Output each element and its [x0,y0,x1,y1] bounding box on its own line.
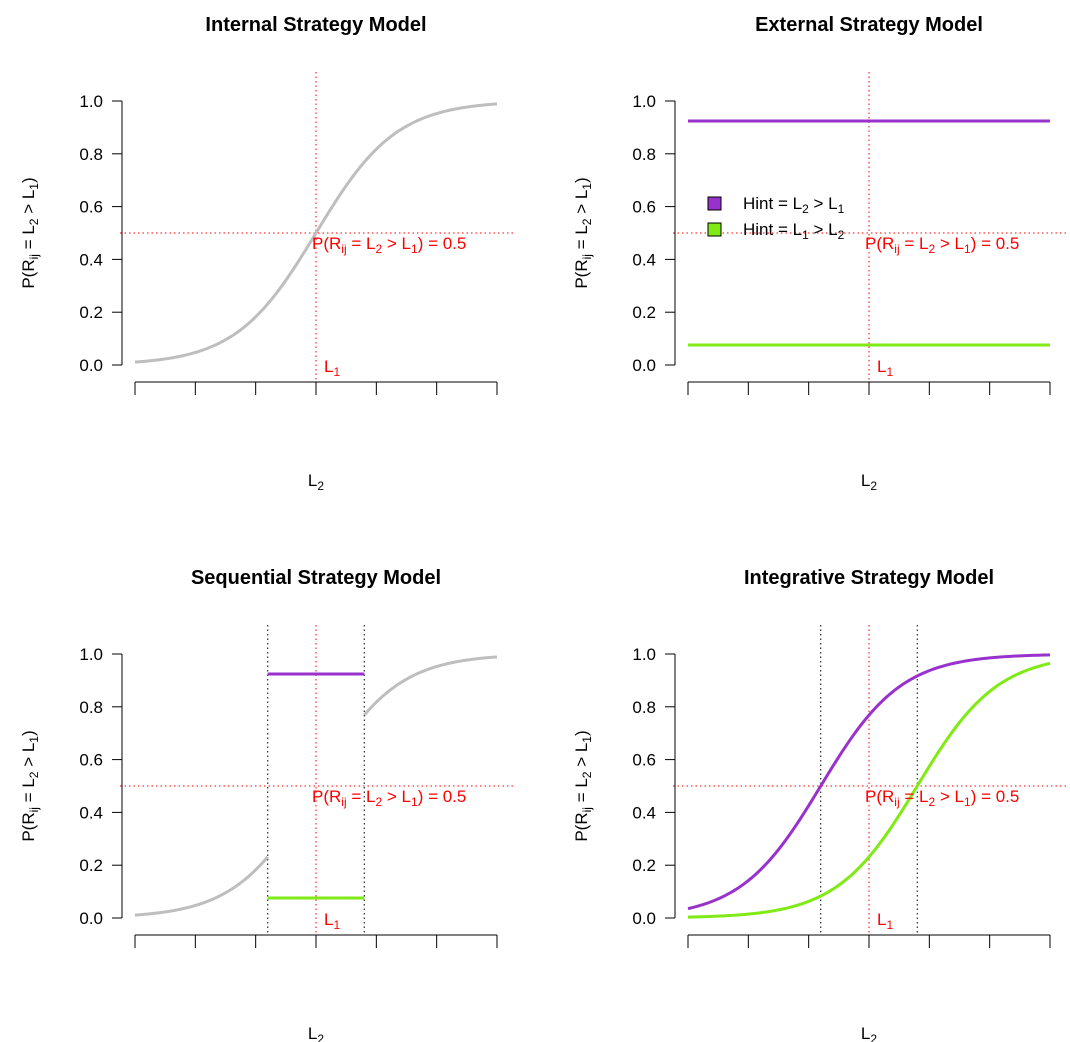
y-tick-label: 0.2 [632,303,656,322]
y-tick-label: 0.6 [632,751,656,770]
legend-swatch [707,222,722,237]
y-tick-label: 0.4 [632,803,656,822]
series-line-internal [134,855,269,917]
y-tick-label: 0.0 [632,909,656,928]
chart-panel-1: Internal Strategy Model 0.0 0.2 0.4 0.6 0.8 1.… [19,14,514,493]
x-axis-label: L2 [308,471,324,493]
chart-panel-4: Integrative Strategy Model 0.0 0.2 0.4 0.6 0.… [572,567,1067,1042]
y-tick-label: 1.0 [632,645,656,664]
y-tick-label: 0.8 [79,145,103,164]
series-line-internal [134,102,498,364]
y-tick-label: 0.8 [632,145,656,164]
y-tick-label: 0.8 [79,698,103,717]
series-line-internal [363,655,498,717]
y-tick-label: 1.0 [79,92,103,111]
chart-title: Integrative Strategy Model [744,567,994,589]
x-axis-label: L2 [308,1024,324,1042]
l1-label: L1 [877,910,893,932]
l1-label: L1 [324,357,340,379]
threshold-label: P(Rij = L2 > L1) = 0.5 [865,234,1019,256]
y-tick-label: 0.2 [632,856,656,875]
y-tick-label: 0.4 [79,250,103,269]
chart-panel-2: External Strategy Model 0.0 0.2 0.4 0.6 0.8 1.… [572,14,1067,493]
y-axis-label: P(Rij = L2 > L1) [572,177,594,288]
x-axis-label: L2 [861,471,877,493]
y-axis-label: P(Rij = L2 > L1) [19,177,41,288]
y-tick-label: 0.4 [79,803,103,822]
y-tick-label: 0.6 [79,198,103,217]
threshold-label: P(Rij = L2 > L1) = 0.5 [312,234,466,256]
chart-title: External Strategy Model [755,14,983,36]
chart-title: Internal Strategy Model [205,14,426,36]
chart-title: Sequential Strategy Model [191,567,441,589]
y-tick-label: 0.6 [79,751,103,770]
threshold-label: P(Rij = L2 > L1) = 0.5 [865,787,1019,809]
y-axis-label: P(Rij = L2 > L1) [19,730,41,841]
y-tick-label: 0.8 [632,698,656,717]
y-tick-label: 0.0 [632,356,656,375]
series-line-hint_l2 [687,653,1051,911]
chart-panel-3: Sequential Strategy Model 0.0 0.2 0.4 0.6 0.8… [19,567,514,1042]
y-tick-label: 1.0 [79,645,103,664]
y-tick-label: 0.2 [79,303,103,322]
legend-entry: Hint = L1 > L2 [743,220,845,242]
threshold-label: P(Rij = L2 > L1) = 0.5 [312,787,466,809]
legend: Hint = L2 > L1 Hint = L1 > L2 [707,194,845,242]
y-tick-label: 0.6 [632,198,656,217]
y-tick-label: 0.4 [632,250,656,269]
y-axis-label: P(Rij = L2 > L1) [572,730,594,841]
y-tick-label: 1.0 [632,92,656,111]
series-line-hint_l1 [687,661,1051,919]
l1-label: L1 [324,910,340,932]
legend-entry: Hint = L2 > L1 [743,194,845,216]
legend-swatch [707,196,722,211]
x-axis-label: L2 [861,1024,877,1042]
y-tick-label: 0.2 [79,856,103,875]
l1-label: L1 [877,357,893,379]
y-tick-label: 0.0 [79,909,103,928]
y-tick-label: 0.0 [79,356,103,375]
